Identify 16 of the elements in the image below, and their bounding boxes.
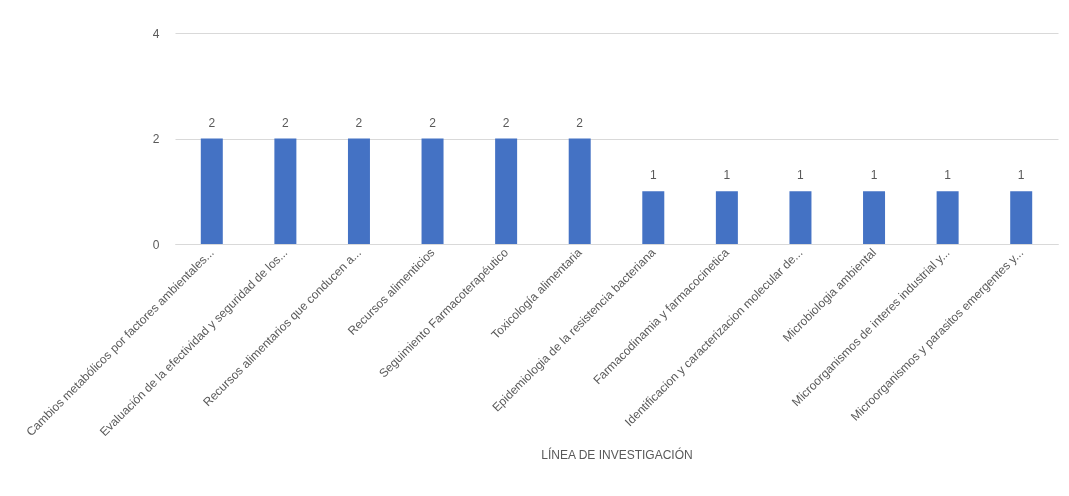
y-tick-label: 4: [152, 26, 160, 41]
y-tick-label: 0: [152, 237, 160, 252]
data-label: 1: [723, 168, 731, 183]
data-label: 1: [1017, 168, 1025, 183]
data-label: 2: [576, 115, 584, 130]
data-label: 2: [282, 115, 290, 130]
data-label: 1: [944, 168, 952, 183]
data-label: 1: [797, 168, 805, 183]
data-label: 2: [355, 115, 363, 130]
x-axis-title: LÍNEA DE INVESTIGACIÓN: [541, 447, 693, 463]
data-label: 2: [429, 115, 437, 130]
data-label: 2: [502, 115, 510, 130]
y-tick-label: 2: [152, 132, 160, 146]
data-label: 2: [208, 115, 216, 130]
data-label: 1: [870, 168, 878, 183]
data-label: 1: [649, 168, 657, 183]
